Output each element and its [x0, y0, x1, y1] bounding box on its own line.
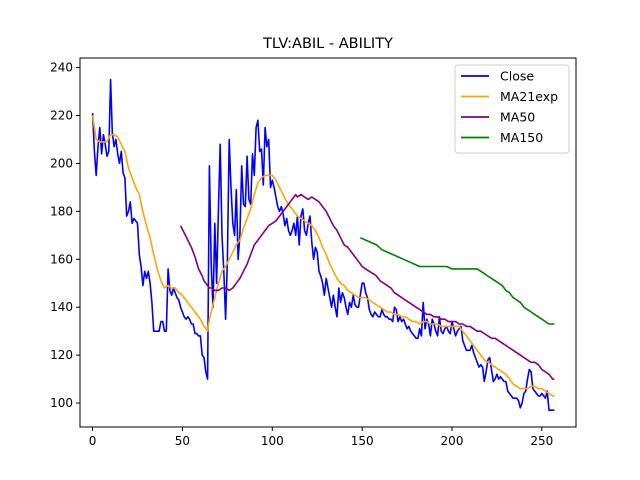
- chart-title: TLV:ABIL - ABILITY: [262, 36, 393, 52]
- legend-label: MA21exp: [500, 89, 558, 104]
- y-axis: 100 120 140 160 180 200 220 240: [50, 61, 80, 410]
- series-line-ma150: [359, 236, 555, 325]
- y-tick-label: 240: [50, 61, 73, 75]
- x-tick-label: 50: [175, 434, 190, 448]
- y-tick-label: 200: [50, 156, 73, 170]
- series-line-ma21exp: [91, 115, 555, 397]
- legend: Close MA21exp MA50 MA150: [454, 64, 570, 154]
- y-tick-label: 140: [50, 300, 73, 314]
- series-line-ma50: [179, 193, 555, 380]
- x-tick-label: 150: [351, 434, 374, 448]
- legend-label: MA50: [500, 110, 535, 125]
- x-axis: 0 50 100 150 200 250: [89, 427, 553, 448]
- x-tick-label: 100: [261, 434, 284, 448]
- x-tick-label: 200: [441, 434, 464, 448]
- legend-box: [454, 64, 570, 154]
- y-tick-label: 120: [50, 348, 73, 362]
- legend-label: MA150: [500, 130, 543, 145]
- legend-label: Close: [500, 69, 534, 84]
- x-tick-label: 250: [530, 434, 553, 448]
- axes-frame: [79, 57, 577, 428]
- x-tick-label: 0: [89, 434, 97, 448]
- plot-area: [91, 78, 555, 411]
- y-tick-label: 220: [50, 109, 73, 123]
- y-tick-label: 180: [50, 204, 73, 218]
- y-tick-label: 160: [50, 252, 73, 266]
- y-tick-label: 100: [50, 396, 73, 410]
